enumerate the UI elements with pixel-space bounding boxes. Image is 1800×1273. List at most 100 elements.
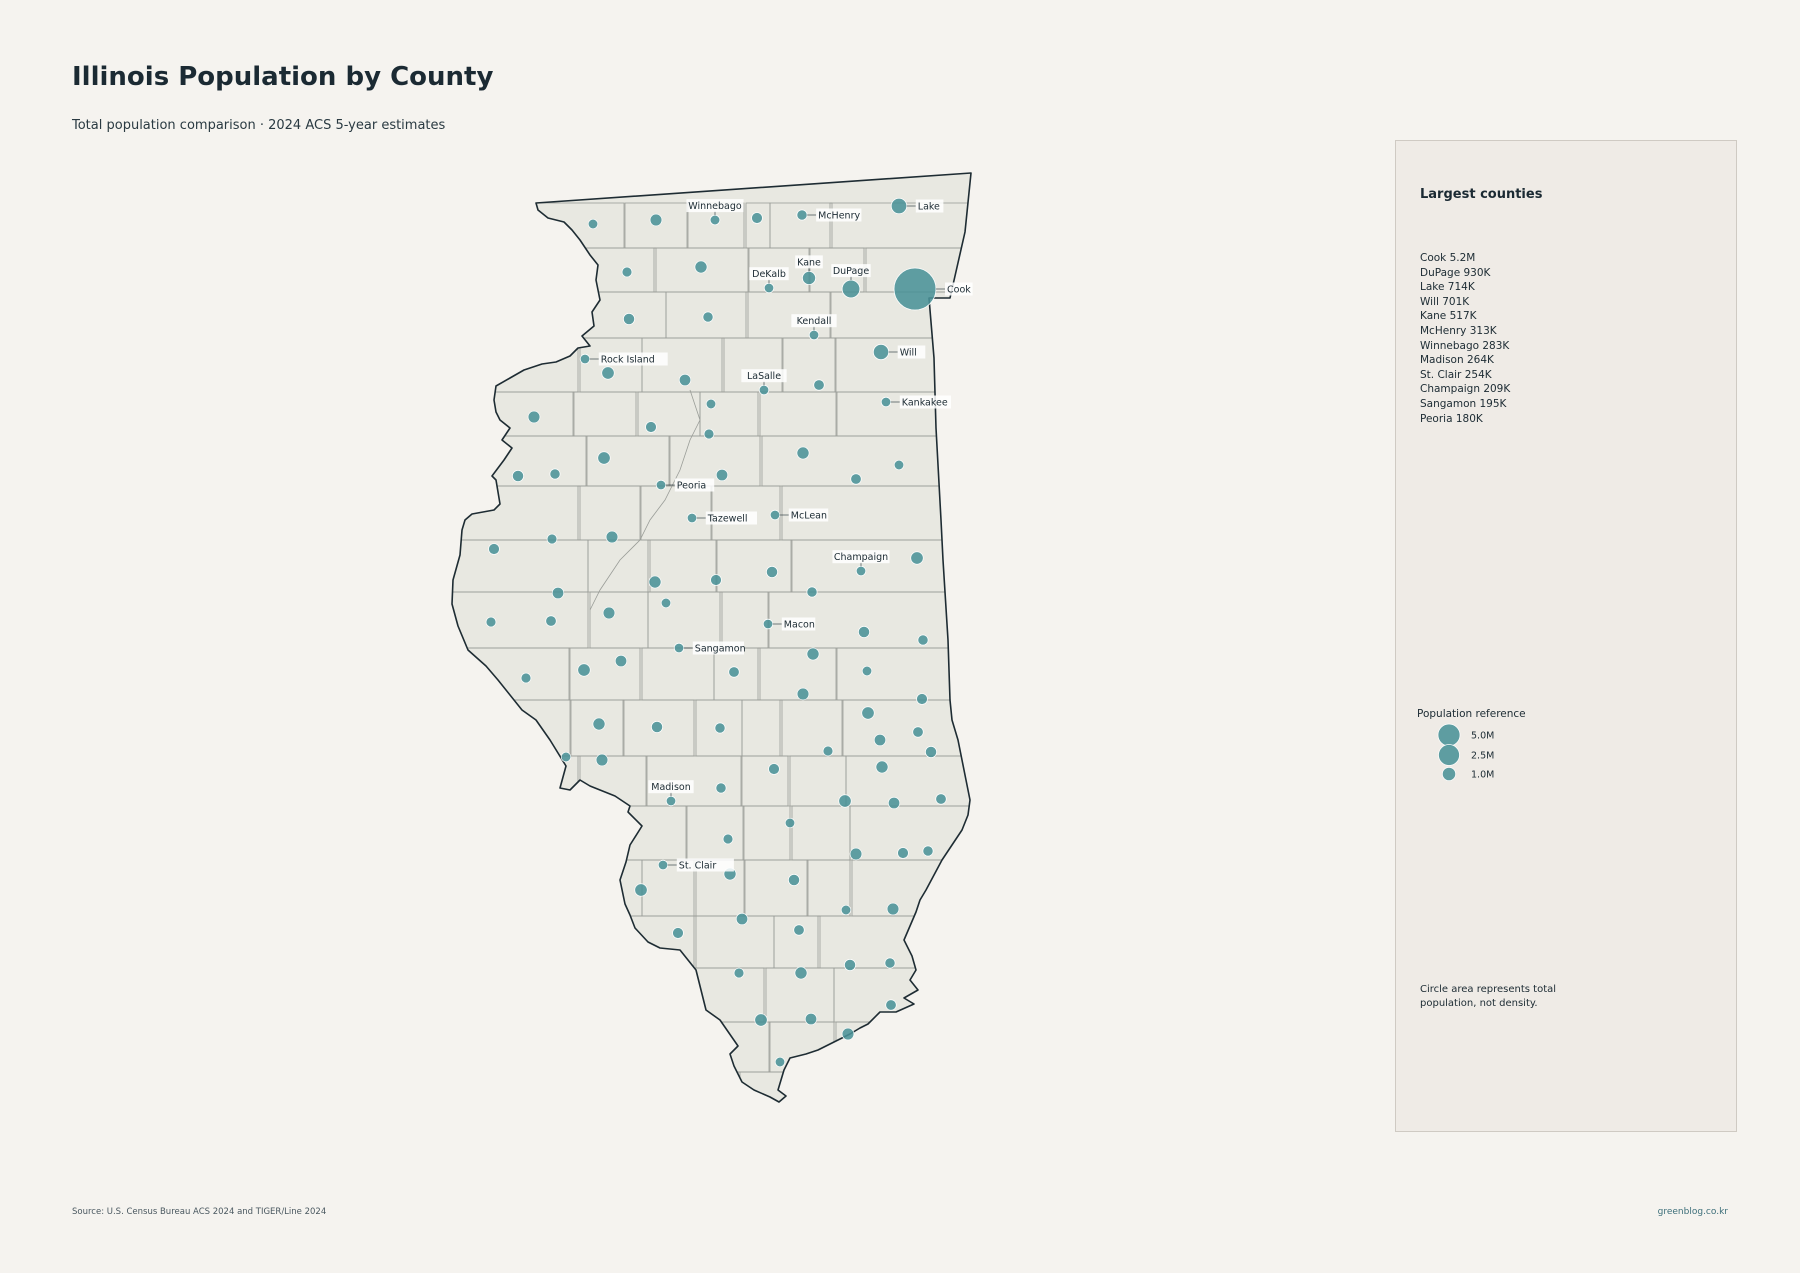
county-marker: Rock Island <box>579 352 668 366</box>
population-bubble <box>709 214 721 226</box>
county-shape <box>829 202 971 249</box>
county-label: Rock Island <box>601 355 655 366</box>
population-bubble <box>887 796 901 810</box>
list-item: Will 701K <box>1420 295 1470 308</box>
population-bubble <box>645 421 657 433</box>
county-label: Kane <box>797 257 821 268</box>
population-bubble <box>549 468 561 480</box>
population-bubble <box>858 626 870 638</box>
population-bubble <box>841 1027 855 1041</box>
population-bubble <box>751 212 763 224</box>
reference-label: 2.5M <box>1471 751 1494 762</box>
county-shape <box>781 485 971 541</box>
population-bubble <box>546 533 558 545</box>
population-bubble <box>485 616 497 628</box>
county-marker: Madison <box>648 780 694 807</box>
population-bubble <box>855 565 867 577</box>
county-label: DeKalb <box>752 269 786 280</box>
county-marker: Kankakee <box>880 395 951 409</box>
county-marker: Kendall <box>791 314 837 341</box>
reference-note: Circle area represents total population,… <box>1420 984 1557 1009</box>
population-bubble <box>722 833 734 845</box>
list-item: DuPage 930K <box>1420 266 1491 279</box>
county-shape <box>452 755 581 807</box>
county-label: Cook <box>947 285 971 296</box>
population-bubble <box>714 722 726 734</box>
county-shape <box>833 967 971 1023</box>
county-marker: Macon <box>762 617 816 631</box>
county-shape <box>679 1071 741 1102</box>
reference-title: Population reference <box>1417 708 1526 720</box>
county-label: Will <box>900 348 917 359</box>
population-bubble <box>884 957 896 969</box>
population-bubble <box>678 373 692 387</box>
county-label: DuPage <box>833 266 869 277</box>
county-shape <box>834 337 971 393</box>
population-bubble <box>587 218 599 230</box>
population-bubble <box>655 479 667 491</box>
labeled-county-bubbles: Winnebago McHenry Lake Kane DuPage DeKalb Cook… <box>579 197 973 872</box>
county-shape <box>845 755 971 807</box>
population-bubble <box>551 586 565 600</box>
population-bubble <box>796 687 810 701</box>
population-bubble <box>651 721 663 733</box>
county-marker: Kane <box>795 255 823 286</box>
population-bubble <box>705 398 717 410</box>
population-bubble <box>577 663 591 677</box>
population-bubble <box>728 666 740 678</box>
county-marker: Champaign <box>832 550 890 577</box>
population-bubble <box>840 904 852 916</box>
population-bubble <box>703 428 715 440</box>
population-bubble <box>844 959 856 971</box>
population-bubble <box>769 509 781 521</box>
population-bubble <box>912 726 924 738</box>
county-marker: Lake <box>890 197 944 215</box>
county-label: Kendall <box>797 316 832 327</box>
population-bubble <box>686 512 698 524</box>
county-shape <box>452 1021 641 1073</box>
list-item: Madison 264K <box>1420 354 1494 367</box>
population-bubble <box>875 760 889 774</box>
county-shape <box>452 1071 681 1102</box>
list-item: Lake 714K <box>1420 281 1475 294</box>
population-bubble <box>694 260 708 274</box>
credit-link[interactable]: greenblog.co.kr <box>1657 1207 1728 1217</box>
population-bubble <box>733 967 745 979</box>
list-item: Cook 5.2M <box>1420 252 1476 264</box>
county-bubbles <box>485 212 947 1068</box>
county-label: Sangamon <box>695 644 746 655</box>
population-bubble <box>784 817 796 829</box>
map-title: Illinois Population by County <box>72 62 494 92</box>
population-bubble <box>796 209 808 221</box>
population-bubble <box>665 795 677 807</box>
county-marker: DeKalb <box>749 267 789 294</box>
population-bubble <box>754 1013 768 1027</box>
population-bubble <box>715 468 729 482</box>
population-bubble <box>806 586 818 598</box>
list-item: McHenry 313K <box>1420 324 1497 337</box>
population-bubble <box>861 665 873 677</box>
county-marker: Winnebago <box>686 199 744 226</box>
illinois-state-outline <box>451 172 972 1103</box>
list-item: Kane 517K <box>1420 310 1477 323</box>
population-bubble <box>601 366 615 380</box>
population-bubble <box>925 746 937 758</box>
population-bubble <box>621 266 633 278</box>
population-bubble <box>595 753 609 767</box>
county-marker: Tazewell <box>686 511 757 525</box>
population-bubble <box>838 794 852 808</box>
county-marker: Sangamon <box>673 641 746 655</box>
panel-title: Largest counties <box>1420 187 1543 202</box>
population-bubble <box>520 672 532 684</box>
county-label: Peoria <box>677 481 706 492</box>
county-marker: DuPage <box>831 264 871 299</box>
county-shape <box>851 859 971 917</box>
county-shape <box>452 915 625 969</box>
county-label: St. Clair <box>679 861 717 872</box>
population-bubble <box>897 847 909 859</box>
population-bubble <box>660 597 672 609</box>
population-bubble <box>592 717 606 731</box>
map-subtitle: Total population comparison · 2024 ACS 5… <box>72 118 446 133</box>
population-bubble <box>788 874 800 886</box>
county-shape <box>452 859 571 917</box>
